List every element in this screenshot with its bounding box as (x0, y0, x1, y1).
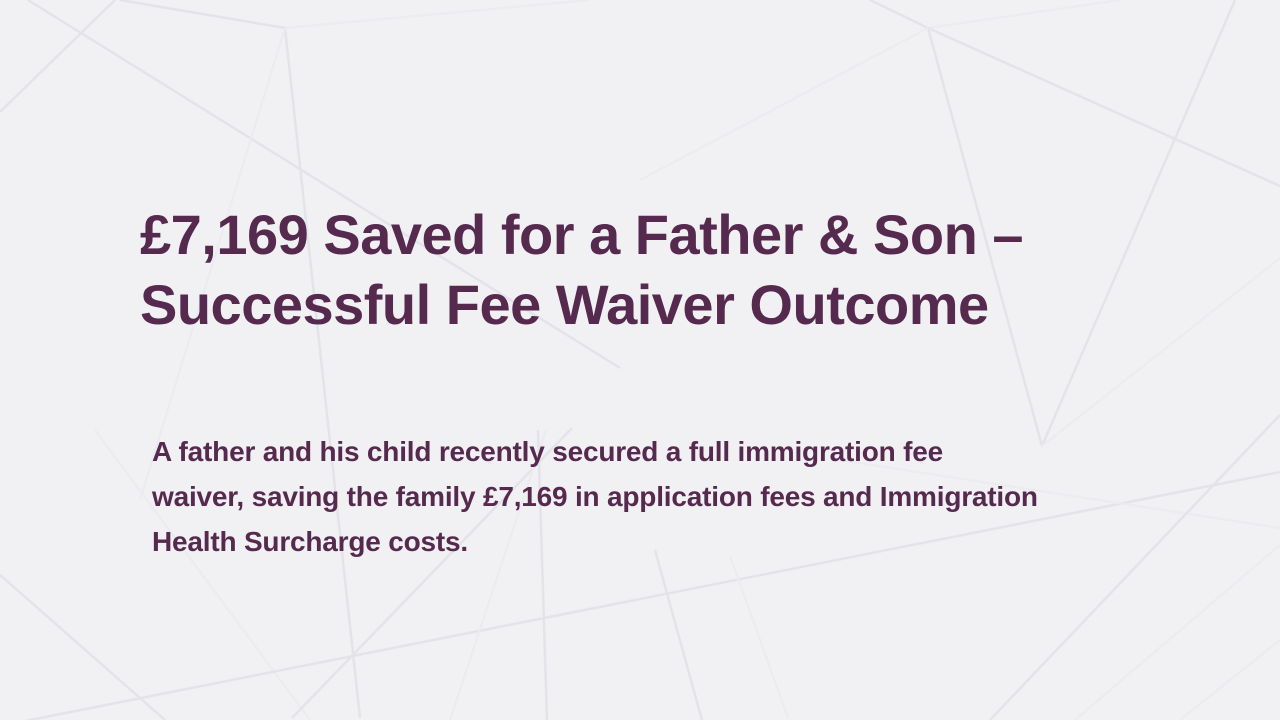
page-title-line-2: Successful Fee Waiver Outcome (140, 273, 989, 336)
page-title: £7,169 Saved for a Father & Son – Succes… (140, 200, 1023, 340)
body-text: A father and his child recently secured … (152, 429, 1038, 564)
body-text-line-1: A father and his child recently secured … (152, 436, 943, 467)
page-title-line-1: £7,169 Saved for a Father & Son – (140, 203, 1023, 266)
body-text-line-3: Health Surcharge costs. (152, 526, 468, 557)
body-text-line-2: waiver, saving the family £7,169 in appl… (152, 481, 1038, 512)
